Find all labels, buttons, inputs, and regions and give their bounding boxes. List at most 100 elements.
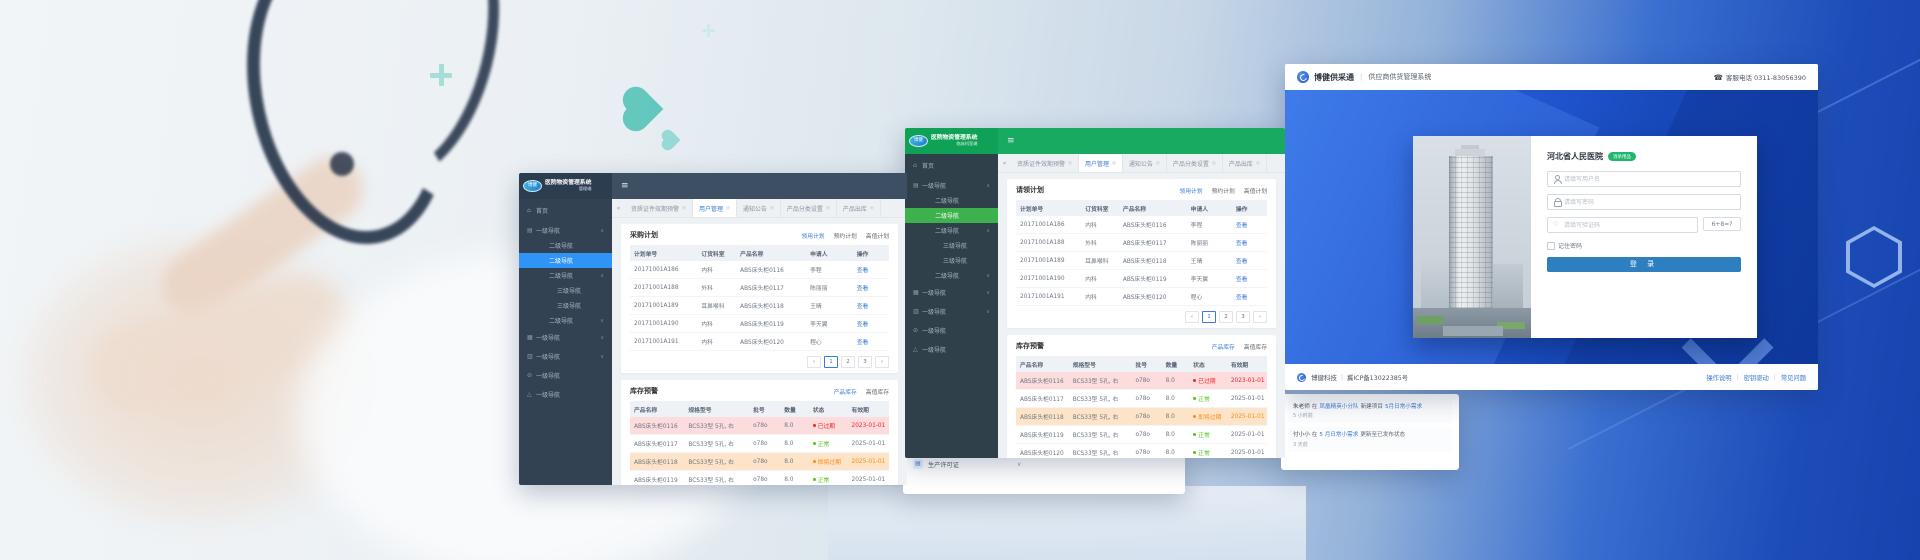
view-link[interactable]: 查看 — [856, 286, 869, 292]
tab-close-icon[interactable]: ◎ — [725, 205, 730, 211]
username-input[interactable] — [1562, 174, 1735, 184]
sidebar-item[interactable]: ▦ 一级导航 ∨ — [519, 328, 612, 347]
tab[interactable]: 产品分类设置 ◎ — [1167, 154, 1223, 172]
menu-icon[interactable]: ≡ — [1007, 136, 1015, 146]
tab[interactable]: 用户管理 ◎ — [692, 199, 737, 217]
tab[interactable]: 产品出库 ◎ — [1223, 154, 1267, 172]
plan-type-link[interactable]: 高值计划 — [865, 233, 889, 240]
next-page-button[interactable]: › — [875, 356, 889, 368]
tab[interactable]: 产品出库 ◎ — [837, 199, 881, 217]
view-link[interactable]: 查看 — [856, 322, 869, 328]
tab[interactable]: 产品分类设置 ◎ — [781, 199, 837, 217]
sidebar-item[interactable]: 三级导航 — [519, 283, 612, 298]
sidebar-item[interactable]: 三级导航 — [905, 238, 998, 253]
plan-type-link[interactable]: 预约计划 — [1211, 188, 1235, 195]
plan-applicant: 程心 — [810, 340, 822, 346]
plan-type-link[interactable]: 预约计划 — [833, 233, 857, 240]
password-field[interactable] — [1547, 194, 1741, 210]
sidebar-item[interactable]: ▥ 一级导航 ∨ — [519, 347, 612, 366]
plan-type-link[interactable]: 领用计划 — [801, 233, 825, 240]
view-link[interactable]: 查看 — [856, 340, 869, 346]
captcha-input[interactable] — [1562, 220, 1692, 230]
tab[interactable]: 通知公告 ◎ — [737, 199, 781, 217]
view-link[interactable]: 查看 — [856, 268, 869, 274]
sidebar-item[interactable]: ▦ 一级导航 ∨ — [905, 283, 998, 302]
sidebar-item[interactable]: 二级导航 ∨ — [519, 313, 612, 328]
notification-item[interactable]: 付小小在 5 月日常小需求 更新至已发布状态 3 天前 — [1288, 427, 1452, 452]
page-button[interactable]: 1 — [1202, 311, 1216, 323]
inventory-link[interactable]: 产品库存 — [833, 389, 857, 396]
remember-checkbox[interactable] — [1547, 241, 1555, 250]
page-button[interactable]: 1 — [824, 356, 838, 368]
sidebar-item[interactable]: ▥ 一级导航 ∨ — [905, 302, 998, 321]
sidebar-item[interactable]: 二级导航 — [905, 193, 998, 208]
tab-close-icon[interactable]: ◎ — [825, 205, 830, 211]
tab[interactable]: 资质证件效期预警 ◎ — [625, 199, 693, 217]
collapse-icon[interactable]: « — [616, 204, 621, 212]
footer-link[interactable]: 常见问题 — [1780, 374, 1806, 382]
inventory-link[interactable]: 产品库存 — [1211, 344, 1235, 351]
tab[interactable]: 资质证件效期预警 ◎ — [1011, 154, 1079, 172]
view-link[interactable]: 查看 — [856, 304, 869, 310]
password-input[interactable] — [1562, 197, 1735, 207]
sidebar-item[interactable]: △ 一级导航 — [905, 340, 998, 359]
sidebar-item[interactable]: ⌂ 首页 — [905, 158, 998, 173]
tab-close-icon[interactable]: ◎ — [1155, 160, 1160, 166]
tab-close-icon[interactable]: ◎ — [869, 205, 874, 211]
company-name: 博健科技 — [1311, 374, 1337, 382]
prev-page-button[interactable]: ‹ — [807, 356, 821, 368]
sidebar-item[interactable]: 二级导航 ∧ — [905, 223, 998, 238]
view-link[interactable]: 查看 — [1235, 277, 1248, 283]
notification-item[interactable]: 朱老师在凤凰精英小分队 新建项目 5月日常小需求 5 小时前 — [1288, 399, 1452, 424]
view-link[interactable]: 查看 — [1235, 223, 1248, 229]
menu-icon[interactable]: ≡ — [621, 181, 629, 191]
username-field[interactable] — [1547, 171, 1741, 187]
collapse-icon[interactable]: « — [1002, 159, 1007, 167]
page-button[interactable]: 2 — [1219, 311, 1233, 323]
view-link[interactable]: 查看 — [1235, 241, 1248, 247]
sidebar-item[interactable]: △ 一级导航 — [519, 385, 612, 404]
sidebar-item[interactable]: 二级导航 — [519, 253, 612, 268]
notification-link[interactable]: 凤凰精英小分队 — [1319, 404, 1359, 410]
tab[interactable]: 通知公告 ◎ — [1123, 154, 1167, 172]
sidebar-item[interactable]: 二级导航 ∨ — [905, 268, 998, 283]
inventory-link[interactable]: 高值库存 — [1243, 344, 1267, 351]
inventory-link[interactable]: 高值库存 — [865, 389, 889, 396]
notification-link[interactable]: 5 月日常小需求 — [1319, 432, 1359, 439]
sidebar-item[interactable]: 三级导航 — [905, 253, 998, 268]
list-item[interactable]: ▤ 生产许可证 ∨ — [913, 459, 1175, 469]
tab-close-icon[interactable]: ◎ — [682, 205, 686, 211]
sidebar-item[interactable]: 三级导航 — [519, 298, 612, 313]
plan-type-link[interactable]: 领用计划 — [1179, 188, 1203, 195]
view-link[interactable]: 查看 — [1235, 259, 1248, 265]
sidebar-item[interactable]: ⊘ 一级导航 — [905, 321, 998, 340]
tab-close-icon[interactable]: ◎ — [1211, 160, 1216, 166]
sidebar-item[interactable]: ▤ 一级导航 ∧ — [519, 223, 612, 238]
captcha-question[interactable]: 6+8=? — [1703, 217, 1741, 231]
notification-link[interactable]: 5月日常小需求 — [1384, 404, 1423, 410]
sidebar-item[interactable]: ⊘ 一级导航 — [519, 366, 612, 385]
sidebar-item[interactable]: 二级导航 — [905, 208, 998, 223]
tab-close-icon[interactable]: ◎ — [1068, 160, 1072, 166]
sidebar-item[interactable]: ⌂ 首页 — [519, 203, 612, 218]
tab-close-icon[interactable]: ◎ — [1111, 160, 1116, 166]
chevron-down-icon[interactable]: ∨ — [1016, 460, 1022, 468]
prev-page-button[interactable]: ‹ — [1185, 311, 1199, 323]
page-button[interactable]: 3 — [858, 356, 872, 368]
page-button[interactable]: 2 — [841, 356, 855, 368]
page-button[interactable]: 3 — [1236, 311, 1250, 323]
next-page-button[interactable]: › — [1253, 311, 1267, 323]
tab[interactable]: 用户管理 ◎ — [1078, 154, 1123, 172]
sidebar-item[interactable]: 二级导航 ∧ — [519, 268, 612, 283]
plan-type-link[interactable]: 高值计划 — [1243, 188, 1267, 195]
login-button[interactable]: 登 录 — [1547, 257, 1741, 272]
footer-link[interactable]: 操作说明 — [1706, 374, 1732, 382]
tab-close-icon[interactable]: ◎ — [1255, 160, 1260, 166]
captcha-field[interactable]: ♡ — [1547, 217, 1698, 233]
sidebar-item[interactable]: 二级导航 — [519, 238, 612, 253]
sidebar-item[interactable]: ▤ 一级导航 ∧ — [905, 178, 998, 193]
tab-close-icon[interactable]: ◎ — [769, 205, 774, 211]
view-link[interactable]: 查看 — [1235, 295, 1248, 301]
footer-link[interactable]: 密钥驱动 — [1743, 374, 1769, 382]
